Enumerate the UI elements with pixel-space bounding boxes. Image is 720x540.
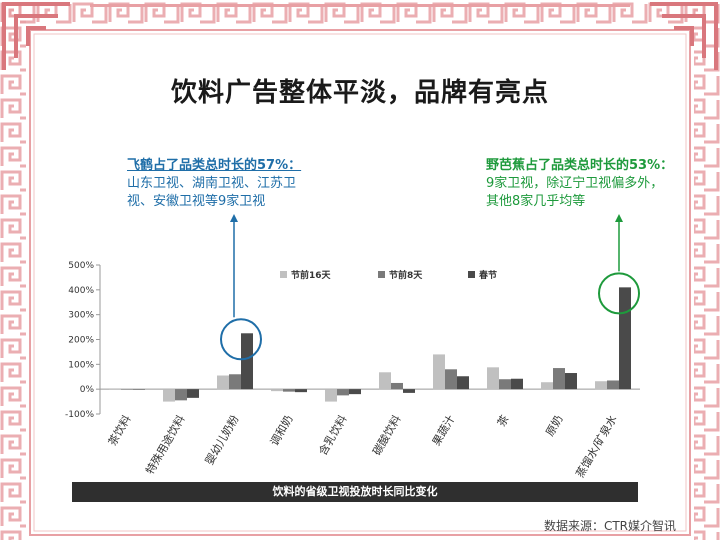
annotation-right-line2: 其他8家几乎均等 (486, 194, 586, 209)
bar (487, 367, 499, 390)
y-tick-label: 400% (68, 286, 94, 296)
y-tick-label: 500% (68, 261, 94, 271)
x-tick-label: 茶饮料 (105, 413, 134, 449)
chart-caption-bar: 饮料的省级卫视投放时长同比变化 (72, 482, 638, 502)
page-title: 饮料广告整体平淡，品牌有亮点 (170, 78, 549, 108)
legend-label: 节前8天 (389, 269, 423, 281)
annotation-right-line1: 9家卫视，除辽宁卫视偏多外， (486, 176, 664, 191)
annotation-arrow-head (615, 214, 623, 222)
bar (175, 389, 187, 401)
x-tick-label: 含乳饮料 (315, 413, 349, 458)
y-tick-label: 0% (80, 385, 95, 395)
annotation-left-line1: 山东卫视、湖南卫视、江苏卫 (127, 176, 297, 191)
bar (337, 389, 349, 396)
bar (379, 372, 391, 390)
legend-label: 春节 (478, 269, 497, 281)
legend-label: 节前16天 (291, 269, 332, 281)
bar (229, 374, 241, 390)
annotation-left-line2: 视、安徽卫视等9家卫视 (127, 194, 266, 209)
bar (163, 389, 175, 402)
y-tick-label: 100% (68, 360, 94, 370)
x-tick-label: 调和奶 (267, 413, 296, 449)
x-tick-label: 婴幼儿奶粉 (202, 413, 242, 468)
x-tick-label: 蒸馏水/矿泉水 (573, 413, 620, 480)
bar (187, 389, 199, 398)
bar (271, 389, 283, 392)
x-tick-label: 茶 (495, 413, 512, 429)
highlight-circle (220, 318, 262, 361)
y-tick-label: 200% (68, 336, 94, 346)
bar (499, 379, 511, 390)
bar (403, 389, 415, 393)
x-tick-label: 特殊用途饮料 (142, 413, 187, 477)
x-tick-label: 原奶 (542, 413, 565, 439)
annotation-arrow-head (230, 214, 238, 222)
legend-swatch (280, 271, 287, 278)
bar (391, 382, 403, 390)
annotation-left: 飞鹤占了品类总时长的57%： 山东卫视、湖南卫视、江苏卫 视、安徽卫视等9家卫视 (127, 157, 337, 211)
annotation-left-heading: 飞鹤占了品类总时长的57%： (127, 158, 302, 173)
y-tick-label: 300% (68, 311, 94, 321)
bar (565, 373, 577, 390)
bar (133, 389, 145, 390)
bar (541, 382, 553, 390)
bar (217, 375, 229, 390)
bar (349, 389, 361, 395)
bar (457, 376, 469, 390)
x-tick-label: 果蔬汁 (430, 413, 458, 448)
bar (325, 389, 337, 402)
bar (283, 389, 295, 392)
y-tick-label: -100% (65, 410, 94, 420)
data-source: 数据来源：CTR媒介智讯 (543, 519, 676, 533)
bar (295, 389, 307, 393)
bar (553, 368, 565, 390)
bar (109, 389, 121, 390)
bar (511, 378, 523, 390)
bar (121, 389, 133, 390)
legend-swatch (378, 271, 385, 278)
bar (619, 287, 631, 390)
bar (595, 381, 607, 390)
bar (433, 354, 445, 390)
legend-swatch (468, 271, 475, 278)
highlight-circle (598, 272, 640, 315)
annotation-right: 野芭蕉占了品类总时长的53%： 9家卫视，除辽宁卫视偏多外， 其他8家几乎均等 (486, 157, 696, 211)
annotation-right-heading: 野芭蕉占了品类总时长的53%： (486, 158, 674, 173)
bar (445, 369, 457, 390)
bar (607, 380, 619, 390)
bar (241, 333, 253, 390)
x-tick-label: 碳酸饮料 (369, 413, 403, 458)
